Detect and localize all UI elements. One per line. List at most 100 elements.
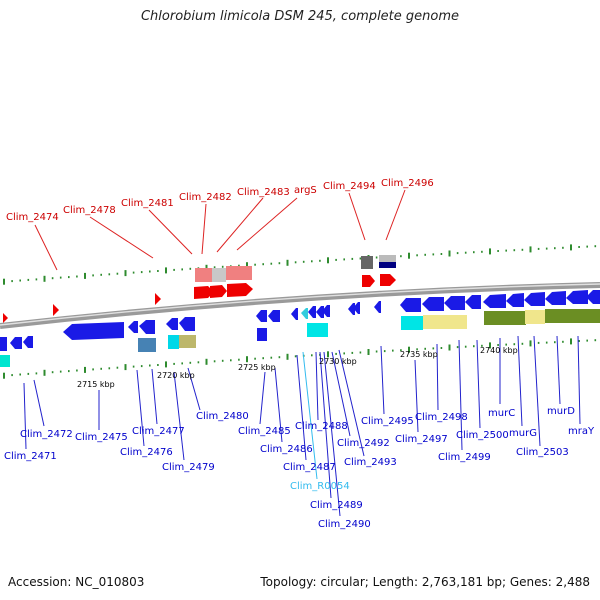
map-title: Chlorobium limicola DSM 245, complete ge…	[140, 9, 460, 24]
gene-label[interactable]: Clim_2496	[381, 178, 434, 189]
gene-label[interactable]: mraY	[568, 426, 595, 437]
gene-arrow[interactable]	[256, 310, 267, 322]
gene-label[interactable]: Clim_2475	[75, 432, 128, 443]
gene-label[interactable]: Clim_2479	[162, 462, 215, 473]
gene-arrow[interactable]	[291, 308, 298, 320]
gene-label[interactable]: Clim_2495	[361, 416, 414, 427]
gene-arrow[interactable]	[194, 286, 214, 299]
gene-arrow[interactable]	[444, 296, 465, 310]
gene-label[interactable]: murD	[547, 406, 575, 417]
gene-label[interactable]: murC	[488, 408, 515, 419]
gene-label[interactable]: Clim_2476	[120, 447, 173, 458]
gene-arrow[interactable]	[322, 305, 330, 317]
gene-arrow[interactable]	[0, 337, 7, 351]
gene-label[interactable]: Clim_2480	[196, 411, 249, 422]
gene-arrow[interactable]	[63, 322, 124, 340]
gene-label[interactable]: Clim_2471	[4, 451, 57, 462]
gene-label[interactable]: Clim_2503	[516, 447, 569, 458]
gene-label[interactable]: Clim_2500	[456, 430, 509, 441]
gene-label[interactable]: Clim_2472	[20, 429, 73, 440]
gene-arrow[interactable]	[400, 298, 421, 312]
gene-arrow[interactable]	[483, 294, 506, 308]
kbp-label: 2735 kbp	[400, 350, 438, 359]
gene-label[interactable]: Clim_2488	[295, 421, 348, 432]
gene-product-box[interactable]	[307, 323, 328, 337]
gene-arrow[interactable]	[316, 306, 324, 318]
gene-product-box[interactable]	[195, 268, 213, 282]
gene-arrow[interactable]	[348, 303, 355, 315]
gene-product-box[interactable]	[379, 255, 396, 262]
gene-product-box[interactable]	[226, 266, 252, 280]
gene-arrow[interactable]	[268, 310, 280, 322]
gene-label[interactable]: Clim_2483	[237, 187, 290, 198]
gene-arrow[interactable]	[53, 304, 59, 316]
accession-text: Accession: NC_010803	[8, 575, 145, 589]
gene-arrow[interactable]	[3, 313, 8, 323]
gene-product-box[interactable]	[179, 335, 196, 348]
gene-label[interactable]: Clim_2486	[260, 444, 313, 455]
gene-label[interactable]: Clim_2494	[323, 181, 376, 192]
gene-label[interactable]: Clim_2485	[238, 426, 291, 437]
bottom-gene-labels: Clim_2471 Clim_2472 Clim_2475 Clim_2476 …	[4, 406, 595, 530]
gene-label[interactable]: Clim_R0054	[290, 481, 350, 492]
kbp-label: 2730 kbp	[319, 357, 357, 366]
gene-label[interactable]: Clim_2499	[438, 452, 491, 463]
gene-product-box[interactable]	[484, 311, 526, 325]
gene-label[interactable]: Clim_2482	[179, 192, 232, 203]
gene-product-box[interactable]	[401, 316, 423, 330]
gene-label[interactable]: Clim_2490	[318, 519, 371, 530]
gene-product-box[interactable]	[423, 315, 467, 329]
gene-arrow[interactable]	[374, 301, 381, 313]
gene-product-box[interactable]	[545, 309, 600, 323]
gene-label[interactable]: Clim_2477	[132, 426, 185, 437]
gene-arrow[interactable]	[301, 308, 308, 319]
genome-backbone-highlight	[0, 283, 600, 326]
gene-arrow[interactable]	[422, 297, 444, 311]
gene-arrow[interactable]	[545, 291, 566, 305]
gene-arrow[interactable]	[353, 302, 360, 314]
gene-label[interactable]: Clim_2489	[310, 500, 363, 511]
kbp-label: 2715 kbp	[77, 380, 115, 389]
gene-product-box[interactable]	[0, 355, 10, 367]
gene-arrow[interactable]	[566, 290, 588, 304]
gene-label[interactable]: Clim_2498	[415, 412, 468, 423]
gene-arrow[interactable]	[227, 283, 253, 297]
gene-label[interactable]: argS	[294, 185, 317, 196]
gene-arrow[interactable]	[380, 274, 396, 286]
gene-label[interactable]: murG	[509, 428, 537, 439]
gene-arrow[interactable]	[308, 306, 316, 318]
gene-arrow[interactable]	[362, 275, 375, 287]
bottom-scale-track	[3, 338, 597, 379]
gene-label[interactable]: Clim_2497	[395, 434, 448, 445]
top-gene-labels: Clim_2474 Clim_2478 Clim_2481 Clim_2482 …	[6, 178, 434, 223]
gene-arrow[interactable]	[23, 336, 33, 348]
gene-product-box[interactable]	[138, 338, 156, 352]
gene-arrow[interactable]	[128, 321, 138, 333]
genome-backbone	[0, 282, 600, 329]
gene-product-box[interactable]	[168, 335, 179, 349]
gene-arrow[interactable]	[179, 317, 195, 331]
gene-arrow[interactable]	[586, 290, 600, 304]
gene-product-box[interactable]	[379, 262, 396, 268]
kbp-label: 2725 kbp	[238, 363, 276, 372]
gene-product-box[interactable]	[525, 310, 545, 324]
gene-label[interactable]: Clim_2481	[121, 198, 174, 209]
gene-product-box[interactable]	[212, 268, 226, 282]
gene-product-box[interactable]	[361, 256, 373, 269]
gene-product-box[interactable]	[257, 328, 267, 341]
gene-label[interactable]: Clim_2478	[63, 205, 116, 216]
gene-label[interactable]: Clim_2474	[6, 212, 59, 223]
gene-arrow[interactable]	[10, 337, 22, 349]
gene-label[interactable]: Clim_2487	[283, 462, 336, 473]
gene-arrow[interactable]	[506, 293, 524, 307]
gene-arrow[interactable]	[155, 293, 161, 305]
gene-arrow[interactable]	[465, 295, 481, 309]
gene-arrow[interactable]	[524, 292, 545, 306]
bottom-strand-features	[0, 290, 600, 367]
gene-arrow[interactable]	[210, 285, 227, 298]
gene-label[interactable]: Clim_2492	[337, 438, 390, 449]
gene-arrow[interactable]	[166, 318, 178, 330]
gene-label[interactable]: Clim_2493	[344, 457, 397, 468]
gene-arrow[interactable]	[139, 320, 155, 334]
